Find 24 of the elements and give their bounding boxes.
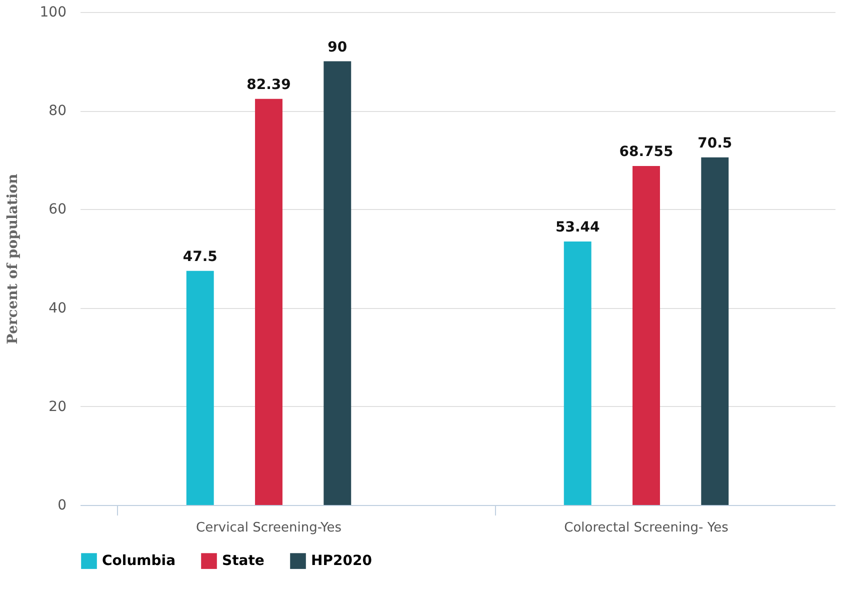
y-tick-label: 60 [48,202,66,218]
data-label: 82.39 [246,76,291,93]
bar [186,270,214,505]
x-tick-label: Colorectal Screening- Yes [564,520,729,536]
bar [632,166,660,505]
data-label: 53.44 [555,220,600,236]
data-label: 90 [328,39,348,56]
y-axis-title: Percent of population [4,174,21,344]
y-tick-label: 80 [48,103,66,120]
data-label: 68.755 [619,144,674,160]
bar [564,242,592,505]
bar [255,98,282,505]
legend-label: HP2020 [311,553,372,570]
y-tick-label: 0 [58,498,66,514]
y-tick-label: 40 [48,300,66,316]
data-label: 70.5 [698,135,732,152]
x-tick-label: Cervical Screening-Yes [196,520,342,536]
legend-label: State [222,553,264,570]
bar [324,61,352,505]
data-label: 47.5 [182,248,218,265]
y-tick-label: 20 [48,398,66,415]
bar [701,157,729,505]
y-tick-label: 100 [40,4,66,20]
legend-label: Columbia [102,553,176,570]
